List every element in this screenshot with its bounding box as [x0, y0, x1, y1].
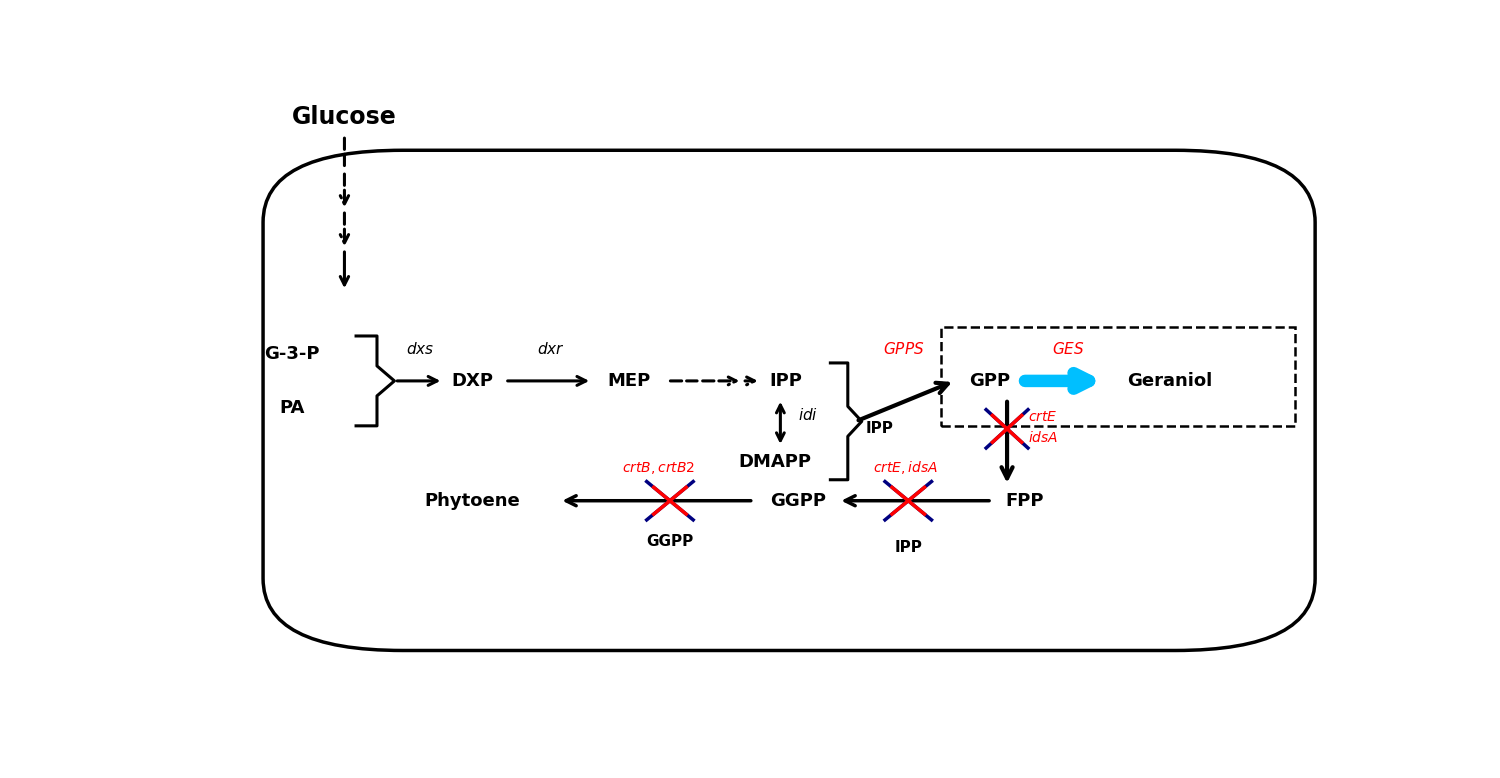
Text: IPP: IPP: [865, 422, 892, 436]
Text: IPP: IPP: [770, 372, 802, 390]
Text: Phytoene: Phytoene: [424, 492, 520, 510]
Text: MEP: MEP: [608, 372, 651, 390]
Text: $idi$: $idi$: [798, 408, 818, 423]
Text: PA: PA: [279, 399, 304, 417]
Text: Geraniol: Geraniol: [1126, 372, 1212, 390]
Text: $dxs$: $dxs$: [406, 341, 433, 357]
Text: FPP: FPP: [1005, 492, 1044, 510]
Text: $idsA$: $idsA$: [1028, 430, 1059, 445]
Text: G-3-P: G-3-P: [264, 345, 320, 363]
Text: GGPP: GGPP: [646, 534, 693, 548]
Text: $dxr$: $dxr$: [537, 341, 564, 357]
FancyBboxPatch shape: [940, 327, 1296, 426]
FancyBboxPatch shape: [262, 150, 1316, 650]
Text: $crtB, crtB2$: $crtB, crtB2$: [622, 460, 694, 475]
Text: GPP: GPP: [969, 372, 1010, 390]
Text: $GPPS$: $GPPS$: [884, 341, 926, 357]
Text: GGPP: GGPP: [770, 492, 826, 510]
Text: $crtE$: $crtE$: [1028, 410, 1057, 424]
Text: DXP: DXP: [452, 372, 494, 390]
Text: $crtE, idsA$: $crtE, idsA$: [873, 458, 938, 475]
Text: Glucose: Glucose: [292, 105, 398, 129]
Text: DMAPP: DMAPP: [738, 453, 812, 471]
Text: IPP: IPP: [894, 540, 922, 555]
Text: $GES$: $GES$: [1052, 341, 1084, 357]
